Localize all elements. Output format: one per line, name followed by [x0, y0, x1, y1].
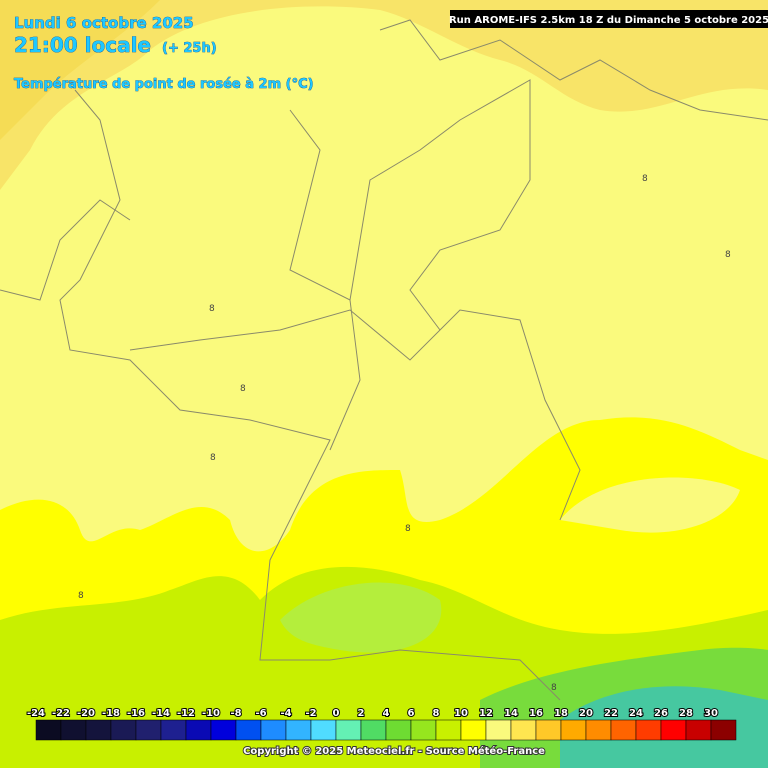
run-box — [450, 10, 768, 28]
legend-tick-label: 12 — [479, 708, 493, 719]
legend-swatch — [285, 719, 312, 741]
legend-swatch — [335, 719, 362, 741]
legend-tick-label: 6 — [408, 708, 415, 719]
legend-tick-label: 2 — [358, 708, 365, 719]
contour-label: 8 — [551, 683, 557, 693]
legend-tick-label: -6 — [255, 708, 266, 719]
legend-tick-label: 16 — [529, 708, 543, 719]
legend-tick-label: -22 — [52, 708, 70, 719]
lead-time: (+ 25h) — [162, 41, 217, 56]
legend-tick-label: 10 — [454, 708, 468, 719]
drier-zone — [0, 0, 160, 140]
legend-tick-label: -16 — [127, 708, 145, 719]
legend-swatch — [210, 719, 237, 741]
legend-tick-label: -20 — [77, 708, 95, 719]
legend-swatch — [410, 719, 437, 741]
copyright: Copyright © 2025 Meteociel.fr - Source M… — [243, 745, 545, 757]
legend-swatch — [235, 719, 262, 741]
legend-swatch — [135, 719, 162, 741]
border — [379, 19, 768, 121]
date: Lundi 6 octobre 2025 — [14, 14, 194, 32]
legend-swatch — [510, 719, 537, 741]
legend-tick-label: -2 — [305, 708, 316, 719]
drier-zone — [0, 0, 768, 190]
legend-tick-label: -8 — [230, 708, 241, 719]
legend-swatch — [560, 719, 587, 741]
contour-label: 8 — [405, 524, 411, 534]
legend-tick-label: 26 — [654, 708, 668, 719]
legend-swatch — [260, 719, 287, 741]
legend-swatch — [85, 719, 112, 741]
legend-swatch — [35, 719, 62, 741]
parameter: Température de point de rosée à 2m (°C) — [14, 77, 314, 92]
legend-swatch — [685, 719, 712, 741]
legend-tick-label: 28 — [679, 708, 693, 719]
legend-tick-label: 30 — [704, 708, 718, 719]
legend-swatch — [385, 719, 412, 741]
border — [129, 309, 581, 521]
legend-swatch — [460, 719, 487, 741]
legend-tick-label: 18 — [554, 708, 568, 719]
legend-tick-label: 20 — [579, 708, 593, 719]
legend-tick-label: 8 — [433, 708, 440, 719]
legend-swatch — [710, 719, 737, 741]
legend-tick-label: -14 — [152, 708, 170, 719]
legend-swatch — [635, 719, 662, 741]
contour-label: 8 — [78, 591, 84, 601]
legend-tick-label: 24 — [629, 708, 643, 719]
legend-tick-label: 4 — [383, 708, 390, 719]
legend-swatch — [535, 719, 562, 741]
border — [0, 199, 361, 451]
border — [59, 89, 561, 701]
legend-tick-label: -10 — [202, 708, 220, 719]
green-zone — [280, 582, 442, 653]
legend-swatch — [660, 719, 687, 741]
legend-swatch — [60, 719, 87, 741]
border — [289, 79, 531, 331]
run-info: Run AROME-IFS 2.5km 18 Z du Dimanche 5 o… — [449, 15, 768, 26]
legend-tick-label: 0 — [333, 708, 340, 719]
legend-swatch — [360, 719, 387, 741]
legend-swatch — [485, 719, 512, 741]
legend-swatch — [435, 719, 462, 741]
legend-tick-label: -4 — [280, 708, 291, 719]
pocket — [560, 477, 740, 533]
legend-swatch — [610, 719, 637, 741]
legend-swatch — [185, 719, 212, 741]
contour-label: 8 — [210, 453, 216, 463]
contour-label: 8 — [642, 174, 648, 184]
legend-swatch — [110, 719, 137, 741]
legend-tick-label: -18 — [102, 708, 120, 719]
legend-swatch — [585, 719, 612, 741]
contour-label: 8 — [209, 304, 215, 314]
contour-label: 8 — [725, 250, 731, 260]
legend-tick-label: 22 — [604, 708, 618, 719]
time: 21:00 locale — [14, 33, 151, 57]
contour-label: 8 — [240, 384, 246, 394]
legend-tick-label: -12 — [177, 708, 195, 719]
legend-tick-label: -24 — [27, 708, 45, 719]
legend-swatch — [160, 719, 187, 741]
legend-tick-label: 14 — [504, 708, 518, 719]
legend-swatch — [310, 719, 337, 741]
